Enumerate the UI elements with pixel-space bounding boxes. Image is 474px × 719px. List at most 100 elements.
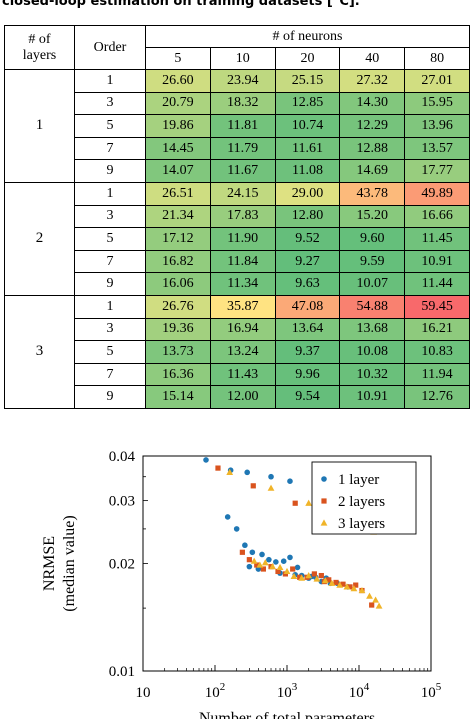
rmse-table: # of layers Order # of neurons 5 10 20 40 80… xyxy=(4,25,470,409)
value-cell: 12.00 xyxy=(209,385,276,409)
x-tick-label: 102 xyxy=(205,681,226,701)
order-cell: 9 xyxy=(74,159,146,183)
value-cell: 16.82 xyxy=(145,249,211,274)
value-cell: 13.73 xyxy=(145,340,211,364)
order-cell: 1 xyxy=(74,69,146,93)
data-point xyxy=(275,568,281,575)
data-point xyxy=(294,564,301,571)
order-cell: 9 xyxy=(74,385,146,409)
value-cell: 12.85 xyxy=(274,91,341,116)
y-axis-label: NRMSE xyxy=(41,536,58,591)
value-cell: 15.14 xyxy=(145,385,211,409)
value-cell: 11.34 xyxy=(209,272,276,296)
header-neurons: # of neurons xyxy=(145,25,470,48)
data-point xyxy=(246,563,253,570)
value-cell: 10.91 xyxy=(404,249,470,274)
value-cell: 23.94 xyxy=(209,69,276,93)
chart-marks xyxy=(203,457,383,609)
value-cell: 17.12 xyxy=(145,227,211,251)
value-cell: 13.68 xyxy=(339,317,406,342)
data-point xyxy=(249,549,256,556)
data-point xyxy=(313,575,321,582)
data-point xyxy=(226,468,234,475)
value-cell: 14.45 xyxy=(145,136,211,161)
order-cell: 9 xyxy=(74,272,146,296)
data-point xyxy=(343,583,351,590)
table-caption: closed-loop estimation on training datas… xyxy=(2,0,360,9)
table-row: 2 1 26.51 24.15 29.00 43.78 49.89 xyxy=(4,181,470,296)
data-point xyxy=(273,559,279,565)
data-point xyxy=(305,571,313,579)
layers-cell: 2 xyxy=(4,181,75,296)
chart-legend: 1 layer 2 layers 3 layers xyxy=(311,461,417,535)
table-row: 3 19.36 16.94 13.64 13.68 16.21 xyxy=(5,317,470,342)
table-row: 7 16.82 11.84 9.27 9.59 10.91 xyxy=(5,249,470,274)
data-point xyxy=(369,602,375,608)
data-point xyxy=(290,572,298,580)
data-point xyxy=(256,561,264,568)
header-neuron-80: 80 xyxy=(404,47,470,70)
layers-cell: 3 xyxy=(4,294,75,409)
data-point xyxy=(239,549,245,555)
data-point xyxy=(276,563,284,571)
table-row: 7 14.45 11.79 11.61 12.88 13.57 xyxy=(5,136,470,161)
data-point xyxy=(321,577,329,584)
value-cell: 13.96 xyxy=(404,114,470,138)
data-point xyxy=(336,581,344,588)
table-row: 5 19.86 11.81 10.74 12.29 13.96 xyxy=(5,114,470,138)
value-cell: 16.36 xyxy=(145,362,211,387)
y-tick-label: 0.04 xyxy=(109,449,136,465)
data-point xyxy=(292,500,298,506)
data-point xyxy=(333,579,339,586)
value-cell: 15.95 xyxy=(404,91,470,116)
header-neuron-20: 20 xyxy=(274,47,341,70)
data-point xyxy=(261,559,269,566)
value-cell: 15.20 xyxy=(339,204,406,229)
data-point xyxy=(203,457,209,463)
value-cell: 9.52 xyxy=(274,227,341,251)
value-cell: 27.01 xyxy=(404,69,470,93)
value-cell: 59.45 xyxy=(404,294,470,319)
legend-label: 1 layer xyxy=(338,472,379,488)
y-axis-label-secondary: (median value) xyxy=(61,515,78,611)
y-tick-label: 0.01 xyxy=(109,664,135,680)
data-point xyxy=(297,574,303,580)
order-cell: 1 xyxy=(74,181,146,206)
value-cell: 16.06 xyxy=(145,272,211,296)
value-cell: 29.00 xyxy=(274,181,341,206)
value-cell: 16.66 xyxy=(404,204,470,229)
legend-marker xyxy=(321,498,327,504)
data-point xyxy=(347,584,353,590)
value-cell: 20.79 xyxy=(145,91,211,116)
value-cell: 11.43 xyxy=(209,362,276,387)
value-cell: 11.81 xyxy=(209,114,276,138)
table-row: 3 21.34 17.83 12.80 15.20 16.66 xyxy=(5,204,470,229)
data-point xyxy=(259,551,265,558)
order-cell: 7 xyxy=(74,249,146,274)
data-point xyxy=(375,602,383,609)
value-cell: 9.63 xyxy=(274,272,341,296)
value-cell: 14.69 xyxy=(339,159,406,183)
data-point xyxy=(326,577,332,583)
value-cell: 10.07 xyxy=(339,272,406,296)
value-cell: 47.08 xyxy=(274,294,341,319)
order-cell: 3 xyxy=(74,317,146,342)
order-cell: 7 xyxy=(74,136,146,161)
value-cell: 10.08 xyxy=(339,340,406,364)
order-cell: 5 xyxy=(74,227,146,251)
value-cell: 10.32 xyxy=(339,362,406,387)
value-cell: 12.76 xyxy=(404,385,470,409)
value-cell: 11.90 xyxy=(209,227,276,251)
data-point xyxy=(287,478,293,485)
legend-label: 2 layers xyxy=(338,494,385,510)
legend-box xyxy=(311,461,417,535)
value-cell: 13.57 xyxy=(404,136,470,161)
value-cell: 13.24 xyxy=(209,340,276,364)
table-row: 3 20.79 18.32 12.85 14.30 15.95 xyxy=(5,91,470,116)
value-cell: 11.08 xyxy=(274,159,341,183)
value-cell: 25.15 xyxy=(274,69,341,93)
table-row: 7 16.36 11.43 9.96 10.32 11.94 xyxy=(5,362,470,387)
y-tick-label: 0.03 xyxy=(109,494,135,510)
value-cell: 13.64 xyxy=(274,317,341,342)
value-cell: 12.88 xyxy=(339,136,406,161)
